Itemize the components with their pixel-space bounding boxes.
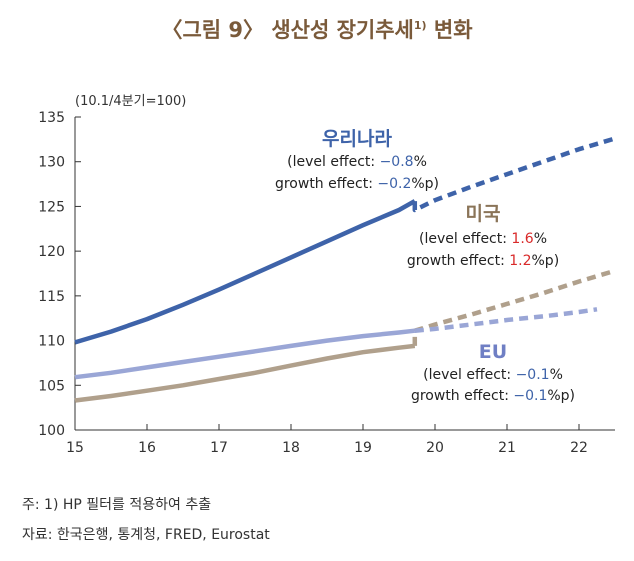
y-tick-label: 135: [38, 110, 65, 126]
annotation-prefix: growth effect:: [275, 176, 377, 192]
y-tick-label: 100: [38, 423, 65, 439]
footnote-source: 자료: 한국은행, 통계청, FRED, Eurostat: [22, 527, 270, 543]
series-line-2-projected: [414, 307, 598, 333]
annotation-prefix: (level effect:: [419, 231, 511, 247]
y-tick-label: 110: [38, 334, 65, 350]
x-tick-label: 21: [498, 440, 516, 456]
annotation-suffix: %p): [532, 253, 560, 269]
annotation-eu-level-effect: (level effect: −0.1%: [423, 367, 563, 383]
annotation-suffix: %p): [547, 388, 575, 404]
x-tick-label: 15: [66, 440, 84, 456]
annotation-korea-growth-effect: growth effect: −0.2%p): [275, 176, 439, 192]
annotation-suffix: %: [550, 367, 563, 383]
annotation-value: −0.8: [380, 154, 414, 170]
x-tick-label: 16: [138, 440, 156, 456]
annotation-prefix: growth effect:: [407, 253, 509, 269]
annotation-title-eu: EU: [479, 341, 507, 363]
footnote-note: 주: 1) HP 필터를 적용하여 추출: [22, 497, 212, 513]
x-tick-label: 18: [282, 440, 300, 456]
series-line-2-actual: [74, 328, 416, 380]
annotation-eu-growth-effect: growth effect: −0.1%p): [411, 388, 575, 404]
y-tick-label: 125: [38, 199, 65, 215]
annotation-prefix: (level effect:: [423, 367, 515, 383]
annotation-suffix: %: [534, 231, 547, 247]
annotation-value: 1.6: [511, 231, 533, 247]
x-tick-label: 19: [354, 440, 372, 456]
chart-title-suffix: 변화: [426, 18, 473, 42]
chart-axes: (10.1/4분기=100) 100 105 110 115 120 125 130 135 15…: [38, 94, 615, 456]
chart-title-text: 〈그림 9〉 생산성 장기추세: [161, 18, 414, 42]
chart-title-superscript: 1): [413, 19, 427, 32]
annotation-title-us: 미국: [466, 203, 501, 225]
x-tick-label: 17: [210, 440, 228, 456]
series-line-1-actual: [74, 343, 416, 403]
annotation-korea-level-effect: (level effect: −0.8%: [287, 154, 427, 170]
series-line-0-actual: [74, 199, 416, 345]
chart-title: 〈그림 9〉 생산성 장기추세1) 변화: [0, 14, 634, 44]
chart-series: [74, 136, 616, 403]
chart-annotations: 우리나라 (level effect: −0.8% growth effect: −…: [275, 128, 575, 404]
annotation-us-growth-effect: growth effect: 1.2%p): [407, 253, 559, 269]
productivity-trend-chart: (10.1/4분기=100) 100 105 110 115 120 125 130 135 15…: [38, 94, 616, 456]
y-tick-label: 115: [38, 289, 65, 305]
series-line-0-projected: [412, 136, 616, 213]
annotation-value: −0.1: [516, 367, 550, 383]
annotation-suffix: %: [414, 154, 427, 170]
y-tick-label: 120: [38, 244, 65, 260]
y-unit-label: (10.1/4분기=100): [75, 94, 186, 109]
annotation-prefix: growth effect:: [411, 388, 513, 404]
x-tick-label: 22: [570, 440, 588, 456]
x-tick-label: 20: [426, 440, 444, 456]
annotation-value: 1.2: [509, 253, 531, 269]
series-line-1-projected: [412, 268, 616, 346]
y-tick-label: 130: [38, 155, 65, 171]
annotation-value: −0.2: [377, 176, 411, 192]
annotation-title-korea: 우리나라: [322, 128, 392, 150]
annotation-prefix: (level effect:: [287, 154, 379, 170]
annotation-suffix: %p): [411, 176, 439, 192]
y-tick-label: 105: [38, 378, 65, 394]
annotation-value: −0.1: [513, 388, 547, 404]
annotation-us-level-effect: (level effect: 1.6%: [419, 231, 547, 247]
